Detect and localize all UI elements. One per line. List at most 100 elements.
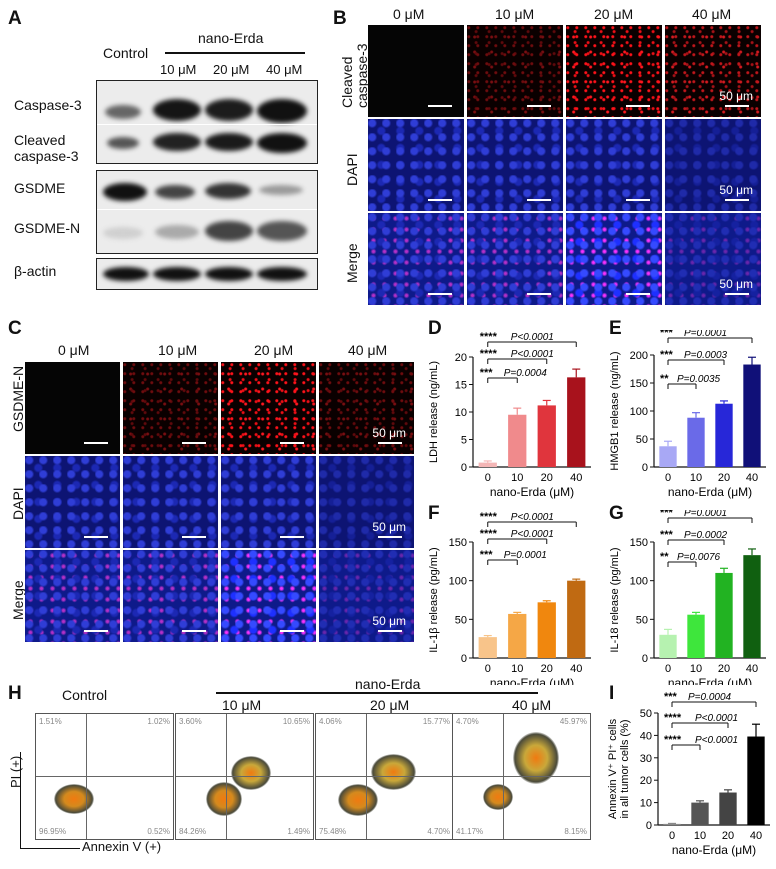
western-blot-gsdme <box>96 170 318 254</box>
quadrant-percentage: 41.17% <box>456 827 484 836</box>
x-tick-label: 10 <box>511 663 523 675</box>
column-label: 0 μM <box>58 342 90 358</box>
flow-cytometry-plot: 3.60% 10.65% 84.26% 1.49% <box>175 713 314 840</box>
y-tick-label: 0 <box>461 462 467 474</box>
x-tick-label: 40 <box>746 472 758 484</box>
micrograph-tile <box>467 25 563 117</box>
bar <box>743 364 761 467</box>
y-tick-label: 150 <box>630 537 648 549</box>
significance-stars: **** <box>480 331 498 343</box>
micrograph-tile <box>221 362 316 454</box>
scale-bar <box>527 293 551 295</box>
micrograph-tile <box>467 119 563 211</box>
x-axis-title: nano-Erda (μM) <box>672 843 756 857</box>
y-tick-label: 50 <box>636 614 648 626</box>
x-tick-label: 20 <box>541 663 553 675</box>
dose-label: 40 μM <box>512 697 552 713</box>
scale-label: 50 μm <box>719 183 753 197</box>
significance-stars: *** <box>660 330 674 339</box>
quadrant-percentage: 84.26% <box>179 827 207 836</box>
y-tick-label: 20 <box>640 775 652 787</box>
y-tick-label: 50 <box>455 614 467 626</box>
significance-stars: **** <box>664 734 682 746</box>
quadrant-percentage: 4.06% <box>319 717 342 726</box>
western-blot-actin <box>96 258 318 290</box>
y-tick-label: 0 <box>461 653 467 665</box>
p-value-label: P=0.0001 <box>684 330 727 339</box>
quadrant-percentage: 4.70% <box>456 717 479 726</box>
blot-row-label: GSDME <box>14 180 66 196</box>
significance-stars: *** <box>660 349 674 361</box>
panel-g-label: G <box>609 503 624 524</box>
column-label: 10 μM <box>495 6 535 22</box>
y-axis-title: IL-1β release (pg/mL) <box>428 547 440 652</box>
micrograph-tile <box>123 362 218 454</box>
micrograph-tile <box>25 456 120 548</box>
scale-bar <box>527 105 551 107</box>
significance-stars: *** <box>664 691 678 703</box>
x-tick-label: 0 <box>485 663 491 675</box>
y-tick-label: 50 <box>636 434 648 446</box>
y-tick-label: 10 <box>455 407 467 419</box>
p-value-label: P<0.0001 <box>695 713 738 724</box>
x-tick-label: 20 <box>718 472 730 484</box>
x-axis-title: nano-Erda (μM) <box>668 676 752 685</box>
micrograph-tile: 50 μm <box>319 550 414 642</box>
scale-bar <box>182 442 206 444</box>
micrograph-tile <box>467 213 563 305</box>
bar <box>537 602 556 658</box>
scale-bar <box>378 442 402 444</box>
scale-label: 50 μm <box>372 614 406 628</box>
column-label: 20 μM <box>594 6 634 22</box>
x-tick-label: 10 <box>511 472 523 484</box>
bar <box>659 634 677 658</box>
blot-row-label: Caspase-3 <box>14 97 82 113</box>
quadrant-percentage: 3.60% <box>179 717 202 726</box>
column-label: 40 μM <box>692 6 732 22</box>
micrograph-row-label: Merge <box>10 580 26 620</box>
y-axis-title: IL-18 release (pg/mL) <box>609 547 621 652</box>
scale-bar <box>725 105 749 107</box>
x-tick-label: 0 <box>665 663 671 675</box>
p-value-label: P=0.0001 <box>684 510 727 519</box>
bar <box>715 572 733 658</box>
scale-label: 50 μm <box>372 426 406 440</box>
y-tick-label: 5 <box>461 435 467 447</box>
quadrant-gate-horizontal <box>316 776 453 777</box>
cell-population-cloud <box>231 756 271 790</box>
p-value-label: P=0.0076 <box>677 552 721 563</box>
scale-bar <box>182 630 206 632</box>
panel-d-label: D <box>428 318 442 339</box>
quadrant-gate-horizontal <box>176 776 313 777</box>
bar <box>691 802 709 825</box>
quadrant-percentage: 1.02% <box>147 717 170 726</box>
flow-x-axis-label: Annexin V (+) <box>82 839 162 854</box>
significance-stars: *** <box>480 549 494 561</box>
column-label: 0 μM <box>393 6 425 22</box>
y-tick-label: 0 <box>646 820 652 832</box>
y-axis-title: HMGB1 release (ng/mL) <box>609 351 621 470</box>
p-value-label: P<0.0001 <box>511 512 554 523</box>
dose-label: 10 μM <box>160 62 197 77</box>
panel-b-label: B <box>333 8 347 29</box>
scale-bar <box>182 536 206 538</box>
bar <box>663 823 681 825</box>
quadrant-percentage: 75.48% <box>319 827 347 836</box>
blot-row-label: GSDME-N <box>14 220 81 236</box>
scale-bar <box>626 293 650 295</box>
y-tick-label: 15 <box>455 380 467 392</box>
y-tick-label: 30 <box>640 753 652 765</box>
scale-bar <box>280 442 304 444</box>
column-label: 20 μM <box>254 342 294 358</box>
significance-stars: **** <box>664 712 682 724</box>
x-axis-title: nano-Erda (μM) <box>490 676 574 685</box>
x-tick-label: 0 <box>669 830 675 842</box>
bar <box>508 414 527 467</box>
micrograph-tile <box>25 362 120 454</box>
p-value-label: P<0.0001 <box>511 529 554 540</box>
control-label: Control <box>62 687 108 703</box>
scale-bar <box>84 630 108 632</box>
scale-bar <box>428 199 452 201</box>
bar <box>567 580 586 658</box>
